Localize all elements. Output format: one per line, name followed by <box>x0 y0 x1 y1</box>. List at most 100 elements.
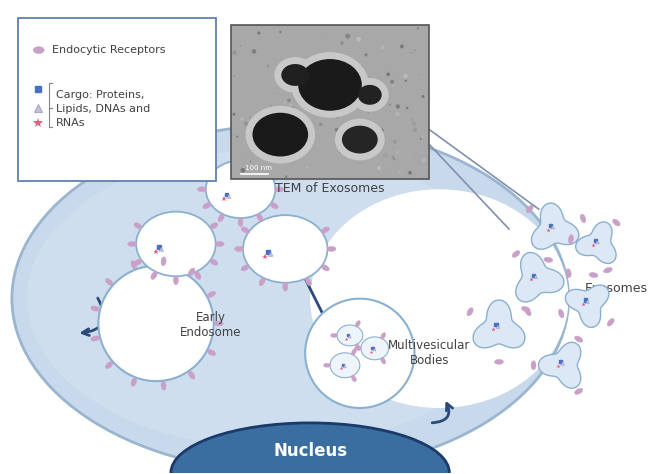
Ellipse shape <box>131 261 137 269</box>
Circle shape <box>270 105 271 107</box>
Circle shape <box>264 173 265 175</box>
Bar <box>532 273 536 277</box>
Ellipse shape <box>351 349 356 355</box>
Ellipse shape <box>305 278 312 286</box>
Ellipse shape <box>238 218 243 227</box>
Bar <box>341 364 344 366</box>
Circle shape <box>347 66 351 70</box>
Ellipse shape <box>580 214 586 223</box>
Ellipse shape <box>322 264 330 271</box>
Circle shape <box>364 53 368 56</box>
Circle shape <box>420 138 422 140</box>
Circle shape <box>387 69 389 71</box>
Circle shape <box>240 118 243 120</box>
Polygon shape <box>473 300 525 348</box>
Circle shape <box>408 171 412 174</box>
Circle shape <box>98 266 213 381</box>
Circle shape <box>284 128 287 131</box>
Bar <box>347 334 349 337</box>
Circle shape <box>392 139 397 144</box>
Polygon shape <box>269 252 273 256</box>
Circle shape <box>392 84 394 87</box>
Polygon shape <box>532 203 579 249</box>
Circle shape <box>337 133 341 137</box>
Circle shape <box>395 112 400 117</box>
Ellipse shape <box>241 264 249 271</box>
Ellipse shape <box>215 241 224 246</box>
Ellipse shape <box>324 363 331 367</box>
Circle shape <box>233 75 235 77</box>
Ellipse shape <box>208 292 215 297</box>
Circle shape <box>400 45 404 48</box>
Polygon shape <box>534 275 538 279</box>
Circle shape <box>291 139 294 142</box>
Circle shape <box>414 49 416 51</box>
Circle shape <box>377 166 381 170</box>
Ellipse shape <box>327 246 336 251</box>
Circle shape <box>305 299 414 408</box>
Ellipse shape <box>281 64 309 86</box>
Circle shape <box>396 150 399 154</box>
Ellipse shape <box>355 344 360 350</box>
Polygon shape <box>551 226 554 229</box>
Ellipse shape <box>354 346 361 350</box>
Ellipse shape <box>351 78 389 112</box>
Circle shape <box>249 69 252 73</box>
Ellipse shape <box>531 361 536 370</box>
Circle shape <box>302 101 306 107</box>
Ellipse shape <box>214 321 223 326</box>
Polygon shape <box>343 365 346 368</box>
Ellipse shape <box>351 375 356 382</box>
Circle shape <box>256 141 259 145</box>
Polygon shape <box>595 241 599 244</box>
Text: Endocytic Receptors: Endocytic Receptors <box>52 45 165 55</box>
Polygon shape <box>496 325 500 328</box>
Ellipse shape <box>105 362 113 368</box>
Circle shape <box>392 157 395 160</box>
Ellipse shape <box>381 358 386 364</box>
Circle shape <box>412 122 416 126</box>
Ellipse shape <box>210 223 218 229</box>
Circle shape <box>284 175 288 178</box>
Ellipse shape <box>495 359 503 365</box>
Ellipse shape <box>337 325 363 346</box>
Polygon shape <box>585 301 589 303</box>
Bar <box>225 192 229 196</box>
Circle shape <box>257 31 261 35</box>
Circle shape <box>326 92 330 95</box>
Ellipse shape <box>151 271 157 280</box>
Circle shape <box>398 171 401 174</box>
Ellipse shape <box>558 309 564 318</box>
Circle shape <box>304 104 306 107</box>
Circle shape <box>403 74 408 78</box>
Circle shape <box>331 159 333 161</box>
Circle shape <box>387 73 390 76</box>
Circle shape <box>241 168 245 173</box>
Ellipse shape <box>274 57 316 93</box>
Ellipse shape <box>575 336 583 342</box>
Bar <box>34 86 40 92</box>
Ellipse shape <box>607 319 614 326</box>
Ellipse shape <box>91 306 99 311</box>
Circle shape <box>232 50 237 55</box>
Ellipse shape <box>275 187 284 192</box>
Circle shape <box>272 107 276 112</box>
Circle shape <box>251 79 253 82</box>
Circle shape <box>236 136 238 137</box>
Ellipse shape <box>589 273 598 278</box>
Circle shape <box>337 116 339 118</box>
Ellipse shape <box>241 227 249 233</box>
Ellipse shape <box>526 205 533 213</box>
Ellipse shape <box>198 187 206 192</box>
Circle shape <box>424 82 427 85</box>
Bar <box>495 323 498 327</box>
Circle shape <box>408 156 411 159</box>
Ellipse shape <box>298 59 362 111</box>
Ellipse shape <box>604 267 612 273</box>
Circle shape <box>418 74 420 75</box>
Ellipse shape <box>243 215 328 283</box>
Ellipse shape <box>245 106 315 164</box>
Circle shape <box>335 128 339 132</box>
Ellipse shape <box>33 46 44 54</box>
Ellipse shape <box>195 271 201 280</box>
